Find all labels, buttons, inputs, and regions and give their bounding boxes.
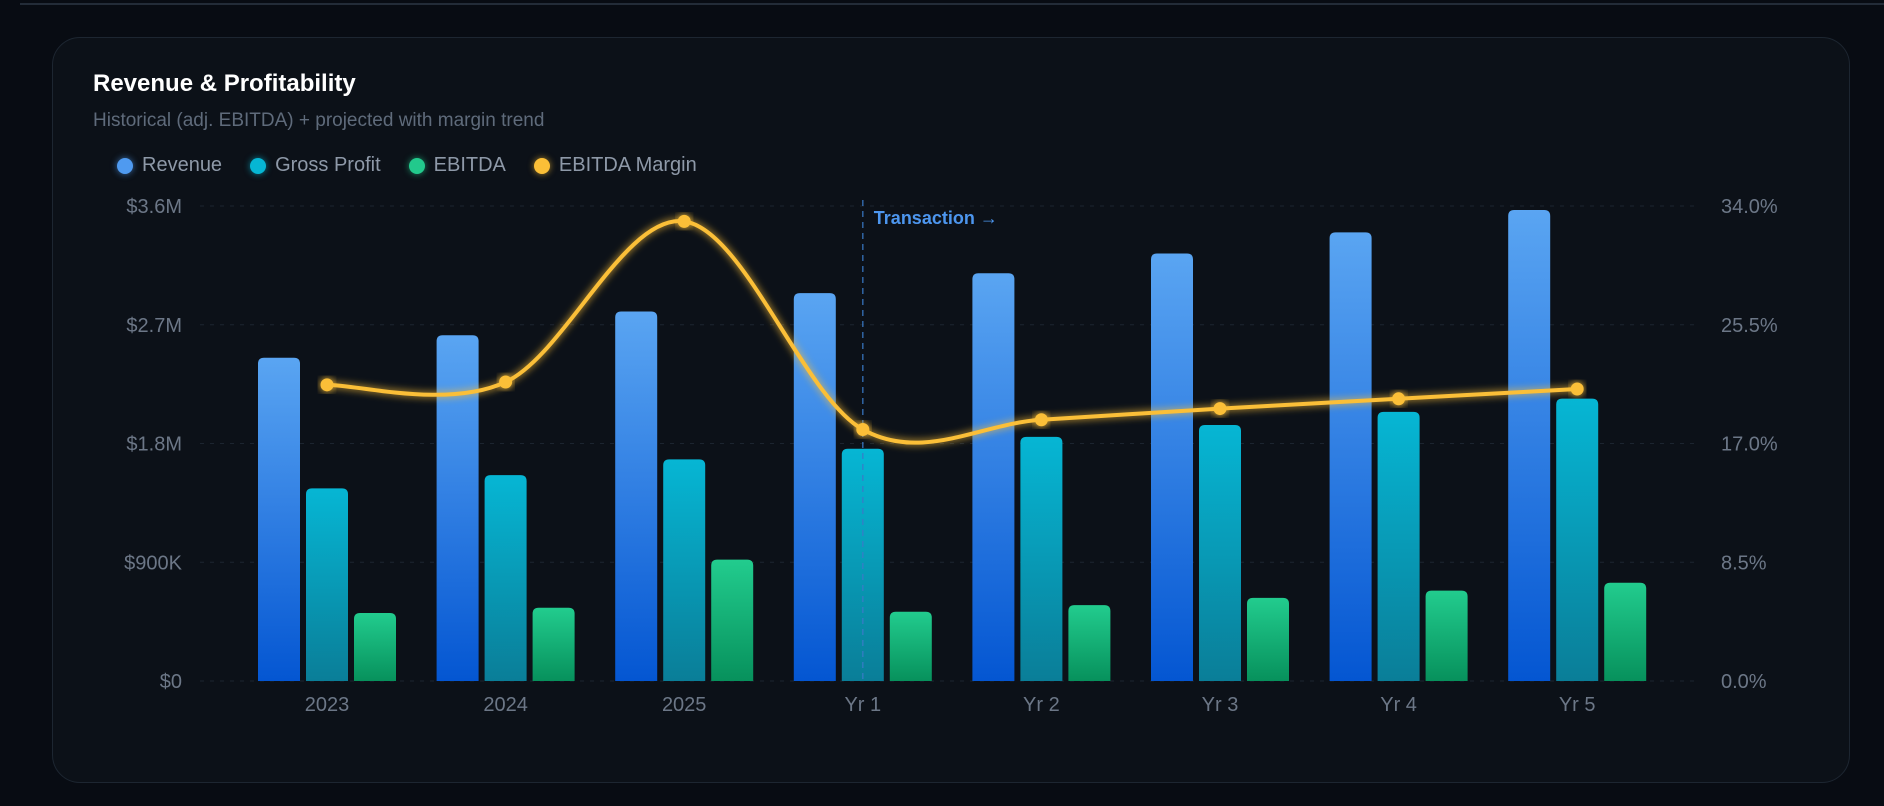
legend-dot-revenue: [117, 157, 133, 174]
y-tick-right: 0.0%: [1721, 671, 1767, 693]
y-tick-left: $2.7M: [126, 315, 182, 337]
bar-ebitda-yr-3: [1247, 597, 1289, 681]
transaction-label: Transaction →: [874, 208, 998, 228]
legend-item-gross-profit[interactable]: Gross Profit: [250, 154, 381, 177]
x-tick-yr-2: Yr 2: [1023, 694, 1060, 716]
margin-point-2024: [499, 375, 513, 389]
y-tick-left: $0: [160, 671, 182, 693]
bar-gross-profit-2024: [484, 475, 527, 681]
legend-label-ebitda-margin: EBITDA Margin: [558, 154, 697, 176]
chart-title: Revenue & Profitability: [93, 70, 356, 97]
bar-revenue-2024: [436, 335, 479, 681]
bar-gross-profit-2023: [306, 488, 348, 681]
margin-point-yr-5: [1570, 382, 1584, 396]
transaction-annotation: Transaction →: [862, 200, 998, 681]
bar-revenue-yr-4: [1329, 232, 1372, 681]
bar-ebitda-yr-4: [1425, 590, 1468, 681]
margin-line-path: [325, 219, 1580, 445]
margin-point-yr-3: [1213, 402, 1227, 416]
bar-gross-profit-yr-3: [1199, 425, 1241, 681]
bar-ebitda-2025: [711, 559, 754, 681]
legend-label-gross-profit: Gross Profit: [275, 154, 381, 176]
y-tick-left: $3.6M: [126, 196, 182, 218]
legend-label-revenue: Revenue: [142, 154, 223, 176]
bar-gross-profit-yr-2: [1020, 436, 1063, 681]
bar-revenue-2025: [615, 311, 658, 681]
legend-item-ebitda[interactable]: EBITDA: [408, 154, 506, 177]
y-axis-right: 0.0% 8.5% 17.0% 25.5% 34.0%: [1721, 196, 1778, 693]
bar-ebitda-yr-5: [1604, 582, 1647, 681]
margin-point-yr-4: [1392, 392, 1406, 406]
bar-revenue-yr-5: [1508, 209, 1551, 682]
x-tick-2025: 2025: [662, 694, 707, 716]
y-tick-left: $1.8M: [126, 434, 182, 456]
margin-point-yr-2: [1034, 413, 1048, 427]
bar-revenue-yr-1: [793, 293, 836, 681]
top-divider: [20, 3, 1884, 5]
legend-dot-gross-profit: [250, 157, 267, 174]
chart-subtitle: Historical (adj. EBITDA) + projected wit…: [93, 110, 545, 131]
x-axis: 2023 2024 2025 Yr 1 Yr 2 Yr 3 Yr 4 Yr 5: [305, 694, 1596, 716]
legend-item-ebitda-margin[interactable]: EBITDA Margin: [533, 154, 697, 177]
x-tick-yr-3: Yr 3: [1202, 694, 1239, 716]
chart-legend: Revenue Gross Profit EBITDA EBITDA Margi…: [117, 154, 697, 177]
x-tick-yr-5: Yr 5: [1559, 694, 1596, 716]
x-tick-2024: 2024: [483, 694, 528, 716]
margin-line: [320, 214, 1584, 445]
margin-point-yr-1: [856, 423, 870, 437]
legend-dot-ebitda-margin: [533, 157, 550, 174]
bar-revenue-2023: [258, 357, 300, 681]
bar-ebitda-2023: [354, 613, 396, 681]
y-tick-right: 25.5%: [1721, 315, 1778, 337]
y-tick-left: $900K: [124, 552, 182, 574]
bars: [258, 209, 1647, 682]
chart-card: [52, 37, 1850, 783]
margin-point-2025: [677, 214, 691, 228]
bar-gross-profit-yr-5: [1556, 398, 1599, 681]
y-axis-left: $0 $900K $1.8M $2.7M $3.6M: [124, 196, 182, 693]
x-tick-yr-1: Yr 1: [844, 694, 881, 716]
bar-ebitda-yr-1: [889, 611, 932, 681]
bar-gross-profit-yr-4: [1377, 411, 1420, 681]
margin-point-2023: [320, 378, 334, 392]
legend-label-ebitda: EBITDA: [433, 154, 506, 176]
legend-item-revenue[interactable]: Revenue: [117, 154, 222, 177]
bar-gross-profit-2025: [663, 459, 706, 681]
legend-dot-ebitda: [408, 157, 425, 174]
x-tick-yr-4: Yr 4: [1380, 694, 1417, 716]
y-tick-right: 17.0%: [1721, 434, 1778, 456]
bar-ebitda-2024: [532, 607, 575, 681]
x-tick-2023: 2023: [305, 694, 350, 716]
bar-ebitda-yr-2: [1068, 605, 1111, 681]
y-tick-right: 8.5%: [1721, 552, 1767, 574]
bar-revenue-yr-3: [1151, 253, 1193, 681]
grid-lines: [200, 205, 1700, 682]
bar-revenue-yr-2: [972, 273, 1015, 681]
y-tick-right: 34.0%: [1721, 196, 1778, 218]
